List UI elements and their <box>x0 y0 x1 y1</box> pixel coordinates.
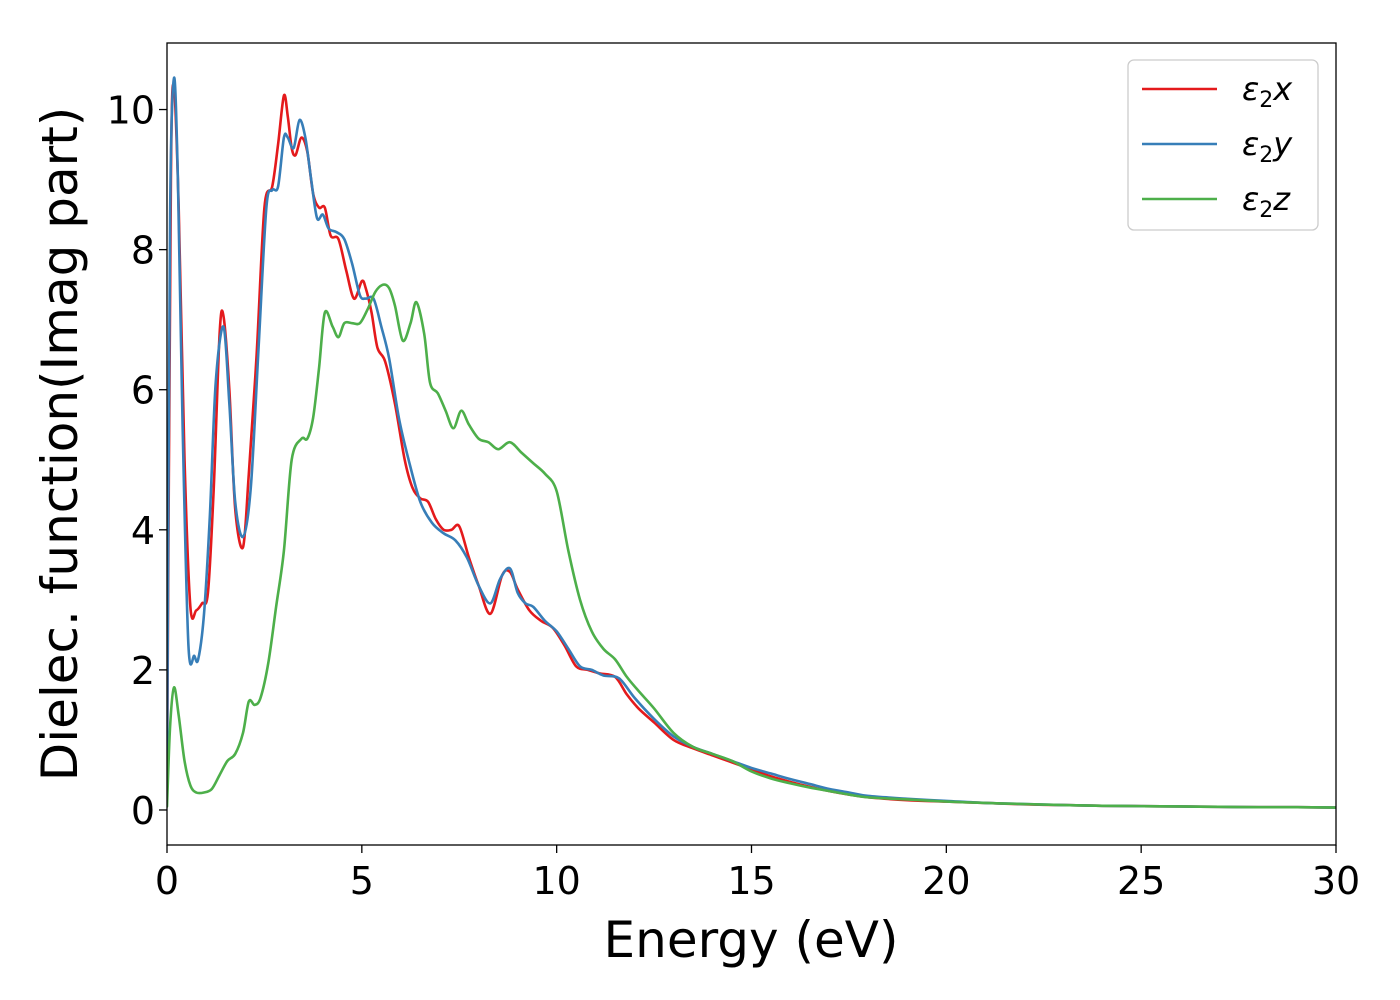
x-tick-label: 25 <box>1117 859 1165 903</box>
y-tick-label: 2 <box>131 649 155 693</box>
x-tick-label: 30 <box>1312 859 1360 903</box>
legend-label-x: ε2x <box>1242 70 1293 113</box>
y-tick-label: 8 <box>131 229 155 273</box>
x-tick-label: 15 <box>727 859 775 903</box>
x-tick-label: 5 <box>350 859 374 903</box>
x-axis-label: Energy (eV) <box>604 911 899 969</box>
legend-label-y: ε2y <box>1242 125 1293 168</box>
legend-box <box>1127 59 1319 231</box>
legend-label-z: ε2z <box>1242 180 1291 223</box>
x-tick-label: 10 <box>532 859 580 903</box>
y-tick-label: 0 <box>131 789 155 833</box>
series-line-z <box>167 283 1336 809</box>
series-line-y <box>167 76 1336 809</box>
y-tick-label: 6 <box>131 369 155 413</box>
y-tick-label: 4 <box>131 509 155 553</box>
y-tick-label: 10 <box>107 89 155 133</box>
legend: ε2x ε2y ε2z <box>1127 59 1319 231</box>
x-tick-label: 0 <box>155 859 179 903</box>
x-tick-label: 20 <box>922 859 970 903</box>
y-axis-label: Dielec. function(Imag part) <box>31 107 89 782</box>
x-axis: 0 5 10 15 20 25 30 <box>155 845 1360 903</box>
series-layer <box>167 76 1336 809</box>
y-axis: 0 2 4 6 8 10 <box>107 89 167 833</box>
